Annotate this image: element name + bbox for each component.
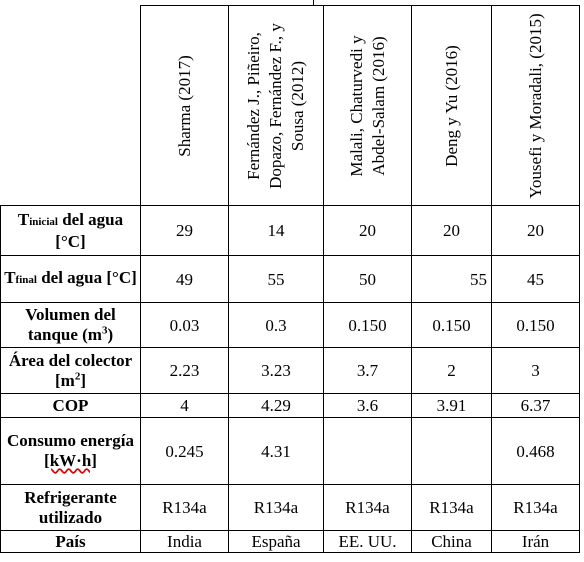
table-cell: 3.91: [411, 393, 492, 418]
table-cell: 2.23: [140, 347, 229, 394]
table-cell: 0.150: [491, 302, 580, 348]
table-cell: 0.468: [491, 417, 580, 485]
table-row: Área del colector [m2] 2.23 3.23 3.7 2 3: [0, 347, 580, 394]
column-header: Deng y Yu (2016): [411, 5, 492, 206]
table-cell: [323, 417, 412, 485]
table-cell: 4: [140, 393, 229, 418]
table-cell: Irán: [491, 530, 580, 553]
column-header: Yousefi y Moradali, (2015): [491, 5, 580, 206]
table-row: Refrigerante utilizado R134a R134a R134a…: [0, 484, 580, 531]
top-tick-mark: [313, 0, 314, 5]
table-cell: 55: [411, 255, 492, 303]
column-header-text: Yousefi y Moradali, (2015): [525, 12, 545, 199]
corner-cell: [0, 5, 141, 206]
column-header: Fernández J., Piñeiro, Dopazo, Fernández…: [228, 5, 324, 206]
table-row: Tfinal del agua [°C] 49 55 50 55 45: [0, 255, 580, 303]
table-cell: 4.31: [228, 417, 324, 485]
table-cell: India: [140, 530, 229, 553]
table-cell: 3.23: [228, 347, 324, 394]
header-row: Sharma (2017) Fernández J., Piñeiro, Dop…: [0, 5, 580, 206]
comparison-table: Sharma (2017) Fernández J., Piñeiro, Dop…: [0, 5, 580, 553]
table-cell: 3.7: [323, 347, 412, 394]
table-cell: R134a: [323, 484, 412, 531]
table-row: Volumen del tanque (m3) 0.03 0.3 0.150 0…: [0, 302, 580, 348]
table-cell: 0.03: [140, 302, 229, 348]
table-cell: 29: [140, 205, 229, 256]
column-header-text: Malali, Chaturvedi y Abdel-Salam (2016): [346, 34, 388, 177]
table-cell: 45: [491, 255, 580, 303]
table-cell: España: [228, 530, 324, 553]
table-cell: 0.3: [228, 302, 324, 348]
table-cell: EE. UU.: [323, 530, 412, 553]
table-row: COP 4 4.29 3.6 3.91 6.37: [0, 393, 580, 418]
table-cell: 2: [411, 347, 492, 394]
table-cell: 3.6: [323, 393, 412, 418]
row-header-pais: País: [0, 530, 141, 553]
table-cell: 4.29: [228, 393, 324, 418]
column-header-text: Deng y Yu (2016): [441, 44, 461, 167]
table-cell: 49: [140, 255, 229, 303]
column-header: Sharma (2017): [140, 5, 229, 206]
column-header-text: Sharma (2017): [174, 54, 194, 157]
table-row: País India España EE. UU. China Irán: [0, 530, 580, 553]
table-cell: 55: [228, 255, 324, 303]
row-header-t-final: Tfinal del agua [°C]: [0, 255, 141, 303]
row-header-consumo: Consumo energía [kW·h]: [0, 417, 141, 485]
table-cell: 20: [491, 205, 580, 256]
column-header-text: Fernández J., Piñeiro, Dopazo, Fernández…: [244, 22, 307, 189]
table-cell: 20: [411, 205, 492, 256]
table-cell: 0.150: [323, 302, 412, 348]
table-cell: 20: [323, 205, 412, 256]
row-header-refrigerante: Refrigerante utilizado: [0, 484, 141, 531]
table-row: Tinicial del agua [°C] 29 14 20 20 20: [0, 205, 580, 256]
column-header: Malali, Chaturvedi y Abdel-Salam (2016): [323, 5, 412, 206]
table-cell: 0.245: [140, 417, 229, 485]
table-row: Consumo energía [kW·h] 0.245 4.31 0.468: [0, 417, 580, 485]
row-header-cop: COP: [0, 393, 141, 418]
table-cell: 50: [323, 255, 412, 303]
table-cell: China: [411, 530, 492, 553]
table-cell: 0.150: [411, 302, 492, 348]
row-header-volumen: Volumen del tanque (m3): [0, 302, 141, 348]
table-cell: 14: [228, 205, 324, 256]
table-cell: [411, 417, 492, 485]
table-cell: R134a: [228, 484, 324, 531]
table-cell: 6.37: [491, 393, 580, 418]
row-header-t-inicial: Tinicial del agua [°C]: [0, 205, 141, 256]
table-cell: R134a: [140, 484, 229, 531]
row-header-area: Área del colector [m2]: [0, 347, 141, 394]
table-cell: R134a: [411, 484, 492, 531]
table-cell: R134a: [491, 484, 580, 531]
table-cell: 3: [491, 347, 580, 394]
